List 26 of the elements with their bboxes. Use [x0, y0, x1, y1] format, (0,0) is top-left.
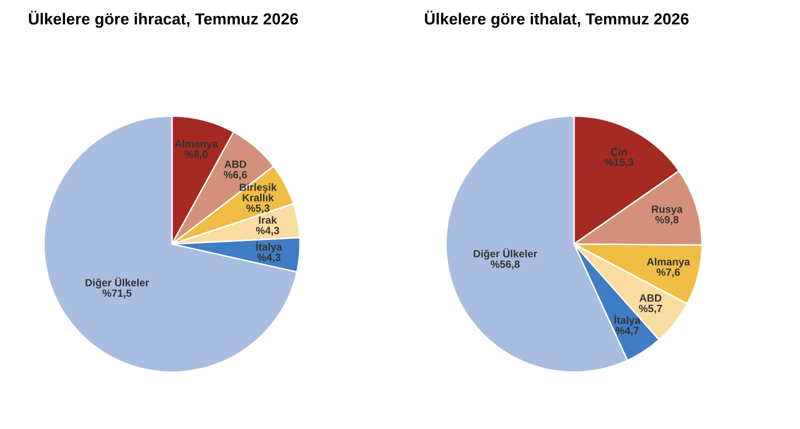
slice-label: İtalya	[256, 242, 282, 253]
data-label: %7,6	[656, 268, 680, 278]
chart-title: Ülkelere göre ithalat, Temmuz 2026	[424, 10, 689, 28]
slice-label: Çin	[611, 148, 627, 158]
data-label: %4,7	[616, 326, 639, 336]
data-label: %15,3	[604, 158, 634, 168]
chart-title: Ülkelere göre ihracat, Temmuz 2026	[28, 10, 298, 28]
slice-label: Diğer Ülkeler	[474, 248, 538, 260]
slice-label: İtalya	[614, 314, 641, 326]
slice-label: Irak	[259, 216, 277, 224]
data-label: %5,3	[246, 204, 270, 214]
data-label: %4,3	[256, 226, 280, 236]
data-label: %8,0	[184, 150, 208, 160]
slice-label: Almanya	[646, 258, 690, 268]
data-label: %6,6	[224, 170, 247, 180]
data-label: %9,8	[655, 216, 678, 225]
slice-label: ABD	[640, 294, 662, 302]
slice-label: Diğer Ülkeler	[86, 277, 150, 288]
slice-label: Rusya	[652, 206, 683, 215]
data-label: %71,5	[102, 289, 132, 298]
data-label: %5,7	[638, 304, 662, 314]
slice-label: ABD	[224, 160, 246, 168]
pie-slice	[43, 115, 298, 373]
data-label: %4,3	[257, 254, 280, 263]
data-label: %56,8	[490, 260, 520, 270]
slice-label: Almanya	[174, 140, 218, 150]
